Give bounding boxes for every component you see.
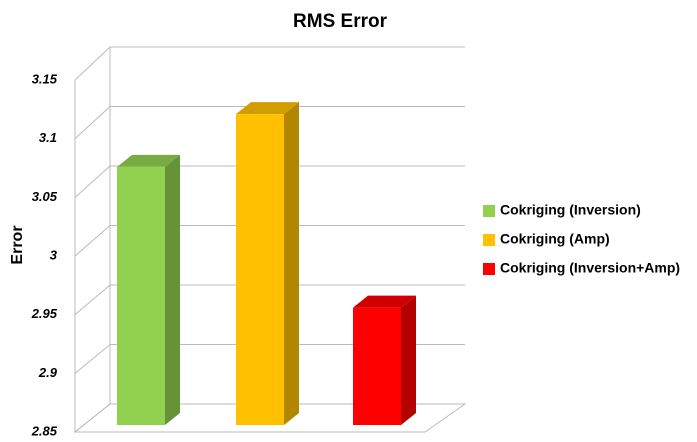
legend-swatch	[483, 234, 495, 246]
y-tick-label: 3.15	[32, 71, 58, 86]
grid-line	[74, 106, 111, 140]
legend-label: Cokriging (Inversion+Amp)	[500, 260, 680, 276]
legend-label: Cokriging (Inversion)	[500, 202, 641, 218]
chart-title: RMS Error	[293, 11, 388, 32]
y-tick-label: 2.95	[31, 306, 58, 321]
bar-front	[353, 307, 401, 425]
bar	[236, 102, 299, 426]
legend-label: Cokriging (Amp)	[500, 231, 610, 247]
y-tick-label: 3.1	[39, 130, 57, 145]
grid-line	[74, 46, 111, 81]
bar-side	[284, 102, 299, 426]
grid-line	[74, 403, 111, 433]
y-tick-label: 3.05	[32, 189, 58, 204]
y-tick-label: 2.9	[38, 365, 58, 380]
y-tick-label: 2.85	[31, 423, 58, 438]
grid-line	[74, 225, 111, 257]
bar-side	[165, 154, 180, 425]
bar	[117, 154, 180, 425]
bar-front	[117, 166, 165, 425]
y-tick-label: 3	[50, 247, 58, 262]
legend-swatch	[483, 263, 495, 275]
grid-line	[74, 344, 111, 374]
y-axis-title: Error	[9, 225, 26, 264]
bar-top	[117, 154, 180, 167]
bar	[353, 295, 416, 425]
grid-line	[74, 284, 111, 316]
legend-swatch	[483, 205, 495, 217]
bar-top	[353, 295, 416, 308]
bar-side	[401, 295, 416, 425]
grid-line	[74, 165, 111, 198]
bar-front	[236, 114, 284, 426]
bar-top	[236, 102, 299, 115]
